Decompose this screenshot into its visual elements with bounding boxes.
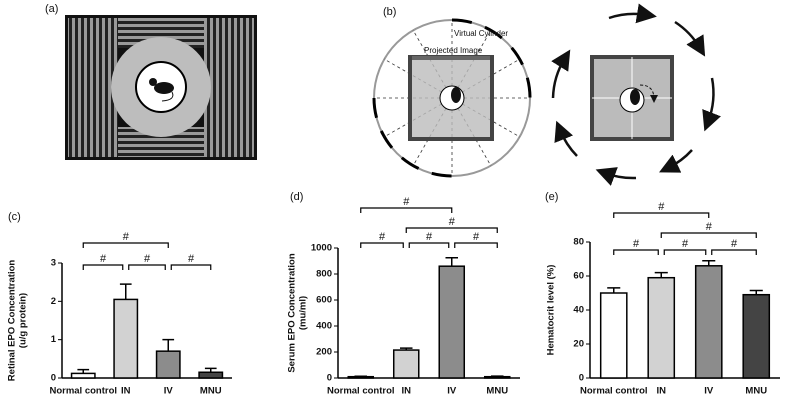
significance-label: # [100,253,107,265]
y-tick-label: 200 [316,347,332,358]
significance-label: # [473,231,480,243]
x-tick-label: IN [402,386,412,397]
significance-label: # [706,221,713,233]
error-bar [654,271,668,278]
y-tick-label: 80 [573,237,584,248]
significance-bracket [408,242,450,248]
significance-bracket [663,249,707,255]
y-tick-label: 40 [573,305,584,316]
bar [438,265,466,379]
bar [155,350,181,379]
bar [113,298,139,379]
panel-label: (a) [45,3,58,15]
rotation-diagram [551,3,721,186]
virtual-cylinder-diagram [372,18,532,178]
arena-photo [65,15,257,160]
error-bar [204,367,217,373]
bar [647,276,676,379]
y-axis-label: Serum EPO Concentration [287,253,298,372]
y-tick-label: 2 [51,296,56,307]
panel-label: (d) [290,191,303,203]
significance-bracket [82,264,124,270]
error-bar [749,289,763,295]
x-tick-label: Normal control [580,386,648,397]
x-tick-label: IV [164,386,174,397]
y-tick-label: 60 [573,271,584,282]
y-tick-label: 20 [573,339,584,350]
x-tick-label: Normal control [49,386,117,397]
significance-bracket [613,212,710,218]
y-tick-label: 1 [51,334,57,345]
significance-bracket [82,242,169,248]
x-tick-label: MNU [486,386,508,397]
y-axis-label: Retinal EPO Concentration [7,260,18,382]
y-tick-label: 0 [579,373,584,384]
bar [198,371,224,379]
y-tick-label: 1000 [311,243,332,254]
y-tick-label: 0 [327,373,332,384]
error-bar [445,257,459,267]
error-bar [702,259,716,266]
x-tick-label: MNU [745,386,767,397]
significance-label: # [426,231,433,243]
error-bar [119,283,132,300]
panel-label: (e) [545,191,558,203]
significance-bracket [360,242,404,248]
y-axis-label-unit: (u/g protein) [18,293,29,348]
error-bar [399,347,413,351]
y-axis-label-unit: (mu/ml) [298,296,309,330]
significance-bracket [170,264,212,270]
error-bar [607,287,621,293]
error-bar [162,338,175,352]
significance-bracket [405,227,498,233]
y-tick-label: 600 [316,295,332,306]
significance-bracket [128,264,166,270]
annotation: Projected Image [424,46,483,55]
bar [742,293,771,379]
panel-label: (c) [8,211,21,223]
y-tick-label: 0 [51,373,56,384]
significance-label: # [731,238,738,250]
significance-label: # [633,238,640,250]
x-tick-label: Normal control [327,386,395,397]
y-tick-label: 800 [316,269,332,280]
x-tick-label: IN [121,386,131,397]
error-bar [77,368,90,374]
x-tick-label: IV [447,386,457,397]
panel-label: (b) [383,6,396,18]
significance-bracket [454,242,498,248]
error-bar [490,375,504,377]
significance-bracket [360,207,453,213]
significance-label: # [379,231,386,243]
x-tick-label: IV [704,386,714,397]
bar [392,349,420,379]
bar [599,292,628,379]
bar [694,265,723,379]
significance-label: # [682,238,689,250]
significance-bracket [613,249,659,255]
significance-label: # [123,231,130,243]
bar [70,372,96,379]
significance-label: # [144,253,151,265]
y-axis-label: Hematocrit level (%) [546,265,557,356]
x-tick-label: IN [657,386,667,397]
significance-label: # [403,196,410,208]
y-tick-label: 400 [316,321,332,332]
y-tick-label: 3 [51,258,56,269]
significance-label: # [449,216,456,228]
significance-label: # [188,253,195,265]
annotation: Virtual Cylinder [454,29,508,38]
significance-bracket [660,232,757,238]
x-tick-label: MNU [200,386,222,397]
significance-label: # [658,201,665,213]
significance-bracket [711,249,757,255]
